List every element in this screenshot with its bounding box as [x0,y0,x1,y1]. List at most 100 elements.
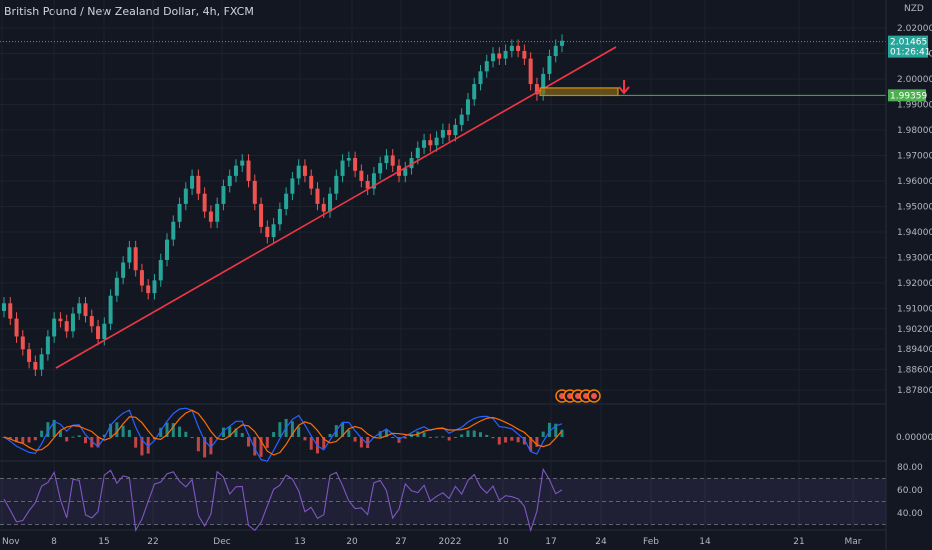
candle[interactable] [196,169,201,201]
candle[interactable] [328,187,333,218]
candle[interactable] [560,34,564,53]
candle[interactable] [359,164,364,188]
candle[interactable] [121,256,126,285]
candle[interactable] [133,240,138,277]
candle[interactable] [553,39,558,63]
candle[interactable] [183,182,188,211]
candle[interactable] [491,47,496,68]
candle[interactable] [434,131,439,152]
candle[interactable] [384,149,389,170]
candle[interactable] [290,172,295,201]
candle[interactable] [215,197,220,229]
macd-bar [127,429,131,437]
candle[interactable] [146,279,151,300]
candle[interactable] [2,296,6,318]
candle[interactable] [108,289,113,331]
macd-bar [58,430,62,437]
candle[interactable] [378,156,383,180]
candle[interactable] [152,274,157,300]
candle[interactable] [409,151,414,175]
supply-zone[interactable] [539,87,619,97]
candle[interactable] [233,159,238,183]
candle[interactable] [534,77,539,101]
candle[interactable] [422,133,427,155]
candle[interactable] [96,319,101,346]
candle[interactable] [315,182,320,211]
candle[interactable] [284,187,289,216]
candle[interactable] [472,77,477,106]
y-tick-label: 1.93000 [897,253,932,263]
candle[interactable] [259,197,264,234]
candle[interactable] [403,161,408,183]
candle[interactable] [390,149,395,173]
candle[interactable] [246,154,251,188]
candle[interactable] [528,52,533,91]
candle[interactable] [459,108,464,132]
rsi-pane[interactable] [0,467,886,533]
candle[interactable] [190,169,195,195]
candle[interactable] [158,253,163,287]
macd-bar [466,430,470,437]
last-price-badge [888,35,928,58]
candle[interactable] [52,312,57,343]
candle[interactable] [309,169,314,195]
candle[interactable] [440,123,445,144]
candle[interactable] [64,314,69,338]
candle[interactable] [14,312,19,343]
candle[interactable] [39,347,44,376]
candle[interactable] [45,330,50,361]
candle[interactable] [165,233,170,267]
candle[interactable] [271,217,276,244]
candle[interactable] [547,49,552,81]
trendline[interactable] [55,46,617,369]
candle[interactable] [465,93,470,122]
candle[interactable] [478,64,483,91]
candle[interactable] [177,197,182,229]
candle[interactable] [340,154,345,183]
candle[interactable] [139,263,144,292]
candle[interactable] [497,47,502,65]
candle[interactable] [522,44,527,65]
candle[interactable] [447,123,452,142]
candle[interactable] [221,179,226,211]
candle[interactable] [33,355,38,376]
candle[interactable] [371,166,376,195]
candle[interactable] [509,39,514,58]
candle[interactable] [70,307,75,338]
price-pane[interactable] [0,34,886,403]
candle[interactable] [302,159,307,183]
macd-pane[interactable] [2,407,564,462]
candle[interactable] [227,169,232,193]
candle[interactable] [77,296,82,320]
candle[interactable] [353,151,358,178]
candle[interactable] [346,151,351,167]
candle[interactable] [114,271,119,303]
candle[interactable] [296,159,301,185]
candle[interactable] [202,187,207,218]
candle[interactable] [428,133,433,152]
candle[interactable] [20,330,25,356]
candle[interactable] [127,240,132,269]
candle[interactable] [516,39,521,58]
candle[interactable] [265,220,270,244]
candle[interactable] [240,154,245,173]
candle[interactable] [277,202,282,231]
candle[interactable] [334,169,339,201]
candle[interactable] [208,205,213,229]
candle[interactable] [171,215,176,246]
candle[interactable] [484,54,489,78]
candle[interactable] [365,174,370,195]
candle[interactable] [8,296,13,325]
down-arrow-icon[interactable] [618,80,630,95]
candle[interactable] [503,44,508,65]
candle[interactable] [89,309,94,333]
candle[interactable] [58,312,63,328]
candle[interactable] [27,342,32,369]
candle[interactable] [252,174,257,211]
event-flag-icon[interactable] [587,389,601,403]
candle[interactable] [83,296,88,323]
candle[interactable] [453,118,458,142]
x-tick-label: 14 [699,537,711,547]
macd-bar [560,429,564,437]
